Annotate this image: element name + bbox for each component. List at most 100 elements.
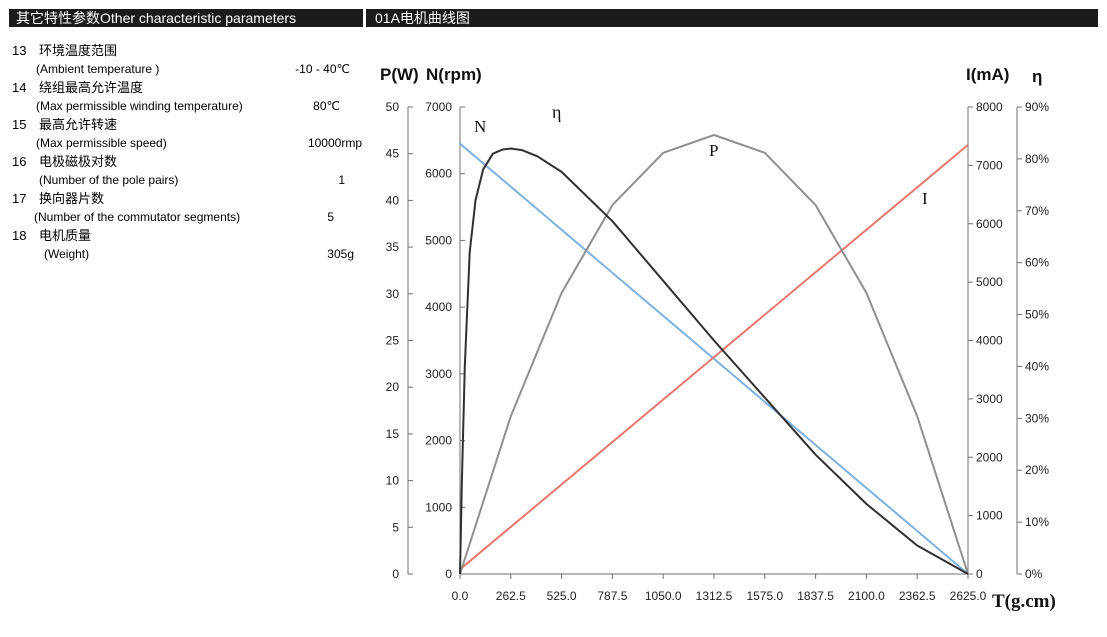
param-18-detail: (Weight) 305g xyxy=(12,245,362,264)
p-axis-tick-label: 45 xyxy=(386,147,400,161)
param-value: 80℃ xyxy=(313,99,340,113)
header-bar xyxy=(9,9,1098,27)
eta-axis-tick-label: 40% xyxy=(1025,359,1049,373)
section-title-parameters: 其它特性参数Other characteristic parameters xyxy=(16,10,297,26)
eta-axis-tick-label: 20% xyxy=(1025,463,1049,477)
param-value: 1 xyxy=(338,173,345,187)
eta-axis-tick-label: 70% xyxy=(1025,204,1049,218)
param-value: -10 - 40℃ xyxy=(295,62,350,76)
param-17-title: 17 换向器片数 xyxy=(12,190,362,208)
param-15-detail: (Max permissible speed) 10000rmp xyxy=(12,134,362,153)
param-15-title: 15 最高允许转速 xyxy=(12,116,362,134)
p-axis-tick-label: 30 xyxy=(386,287,400,301)
param-14-title: 14 绕组最高允许温度 xyxy=(12,79,362,97)
x-axis-tick-label: 1312.5 xyxy=(696,589,733,603)
param-name-zh: 换向器片数 xyxy=(39,191,105,206)
x-axis-tick-label: 1050.0 xyxy=(645,589,682,603)
series-label-i: I xyxy=(922,189,928,208)
param-number: 13 xyxy=(12,43,27,58)
p-axis-tick-label: 0 xyxy=(392,567,399,581)
param-value: 5 xyxy=(327,210,334,224)
i-axis-tick-label: 3000 xyxy=(976,392,1003,406)
eta-axis-tick-label: 50% xyxy=(1025,308,1049,322)
series-line-eta xyxy=(459,147,969,575)
param-name-zh: 环境温度范围 xyxy=(39,43,118,58)
eta-axis-tick-label: 80% xyxy=(1025,152,1049,166)
n-axis-title: N(rpm) xyxy=(426,65,482,84)
param-17-detail: (Number of the commutator segments) 5 xyxy=(12,208,362,227)
n-axis-tick-label: 3000 xyxy=(425,367,452,381)
eta-axis-tick-label: 10% xyxy=(1025,515,1049,529)
i-axis-title: I(mA) xyxy=(966,65,1009,84)
x-axis-tick-label: 1575.0 xyxy=(746,589,783,603)
x-axis-tick-label: 2362.5 xyxy=(899,589,936,603)
n-axis-tick-label: 4000 xyxy=(425,300,452,314)
p-axis-tick-label: 50 xyxy=(386,100,400,114)
x-axis-tick-label: 2625.0 xyxy=(950,589,987,603)
p-axis-tick-label: 35 xyxy=(386,240,400,254)
param-name-zh: 电机质量 xyxy=(39,228,92,243)
x-axis-tick-label: 525.0 xyxy=(547,589,577,603)
param-name-en: (Max permissible winding temperature) xyxy=(36,99,243,113)
param-number: 17 xyxy=(12,191,27,206)
param-name-en: (Weight) xyxy=(44,247,90,261)
i-axis-tick-label: 1000 xyxy=(976,509,1003,523)
eta-axis-tick-label: 0% xyxy=(1025,567,1043,581)
p-axis-tick-label: 40 xyxy=(386,193,400,207)
p-axis-tick-label: 15 xyxy=(386,427,400,441)
i-axis-tick-label: 6000 xyxy=(976,217,1003,231)
i-axis-tick-label: 2000 xyxy=(976,450,1003,464)
series-line-N xyxy=(459,142,969,575)
x-axis-tick-label: 0.0 xyxy=(452,589,469,603)
param-number: 15 xyxy=(12,117,27,132)
i-axis-tick-label: 0 xyxy=(976,567,983,581)
motor-curve-chart: 0 5 10 15 20 25 30 35 40 45 50 0 1000 2000 3000 4000 500… xyxy=(380,65,1056,612)
n-axis-tick-label: 0 xyxy=(445,567,452,581)
parameters-list: 13 环境温度范围 (Ambient temperature ) -10 - 40℃… xyxy=(12,42,362,264)
labels-layer: P(W) N(rpm) I(mA) η T(g.cm) N I Pη xyxy=(380,65,1056,612)
p-axis-tick-label: 20 xyxy=(386,380,400,394)
n-axis-tick-label: 7000 xyxy=(425,100,452,114)
eta-axis-title: η xyxy=(1032,67,1042,86)
x-axis-tick-label: 787.5 xyxy=(597,589,627,603)
i-axis-tick-label: 5000 xyxy=(976,275,1003,289)
series-layer xyxy=(459,134,969,575)
section-title-curve: 01A电机曲线图 xyxy=(363,9,477,27)
param-value: 305g xyxy=(327,247,354,261)
param-name-en: (Number of the pole pairs) xyxy=(39,173,179,187)
param-name-zh: 最高允许转速 xyxy=(39,117,118,132)
param-name-zh: 绕组最高允许温度 xyxy=(39,80,144,95)
n-axis-tick-label: 2000 xyxy=(425,434,452,448)
series-label-eta: η xyxy=(552,102,561,122)
param-number: 16 xyxy=(12,154,27,169)
param-number: 14 xyxy=(12,80,27,95)
param-name-en: (Ambient temperature ) xyxy=(36,62,160,76)
series-line-P xyxy=(459,134,969,575)
eta-axis-tick-label: 60% xyxy=(1025,256,1049,270)
param-name-en: (Max permissible speed) xyxy=(36,136,167,150)
series-label-n: N xyxy=(474,117,486,136)
x-axis-tick-label: 1837.5 xyxy=(797,589,834,603)
x-axis-tick-label: 2100.0 xyxy=(848,589,885,603)
p-axis-tick-label: 5 xyxy=(392,520,399,534)
param-number: 18 xyxy=(12,228,27,243)
n-axis-tick-label: 5000 xyxy=(425,233,452,247)
axes-layer: 0 5 10 15 20 25 30 35 40 45 50 0 1000 2000 3000 4000 500… xyxy=(386,100,1050,603)
param-13-detail: (Ambient temperature ) -10 - 40℃ xyxy=(12,60,362,79)
param-16-detail: (Number of the pole pairs) 1 xyxy=(12,171,362,190)
p-axis-title: P(W) xyxy=(380,65,419,84)
eta-axis-tick-label: 30% xyxy=(1025,411,1049,425)
param-value: 10000rmp xyxy=(307,136,362,150)
i-axis-tick-label: 4000 xyxy=(976,334,1003,348)
series-line-I xyxy=(459,144,969,571)
param-18-title: 18 电机质量 xyxy=(12,227,362,245)
p-axis-tick-label: 25 xyxy=(386,334,400,348)
x-axis-title: T(g.cm) xyxy=(992,591,1056,612)
eta-axis-tick-label: 90% xyxy=(1025,100,1049,114)
p-axis-tick-label: 10 xyxy=(386,474,400,488)
param-16-title: 16 电极磁极对数 xyxy=(12,153,362,171)
param-name-zh: 电极磁极对数 xyxy=(39,154,118,169)
param-name-en: (Number of the commutator segments) xyxy=(34,210,241,224)
x-axis-tick-label: 262.5 xyxy=(496,589,526,603)
i-axis-tick-label: 8000 xyxy=(976,100,1003,114)
